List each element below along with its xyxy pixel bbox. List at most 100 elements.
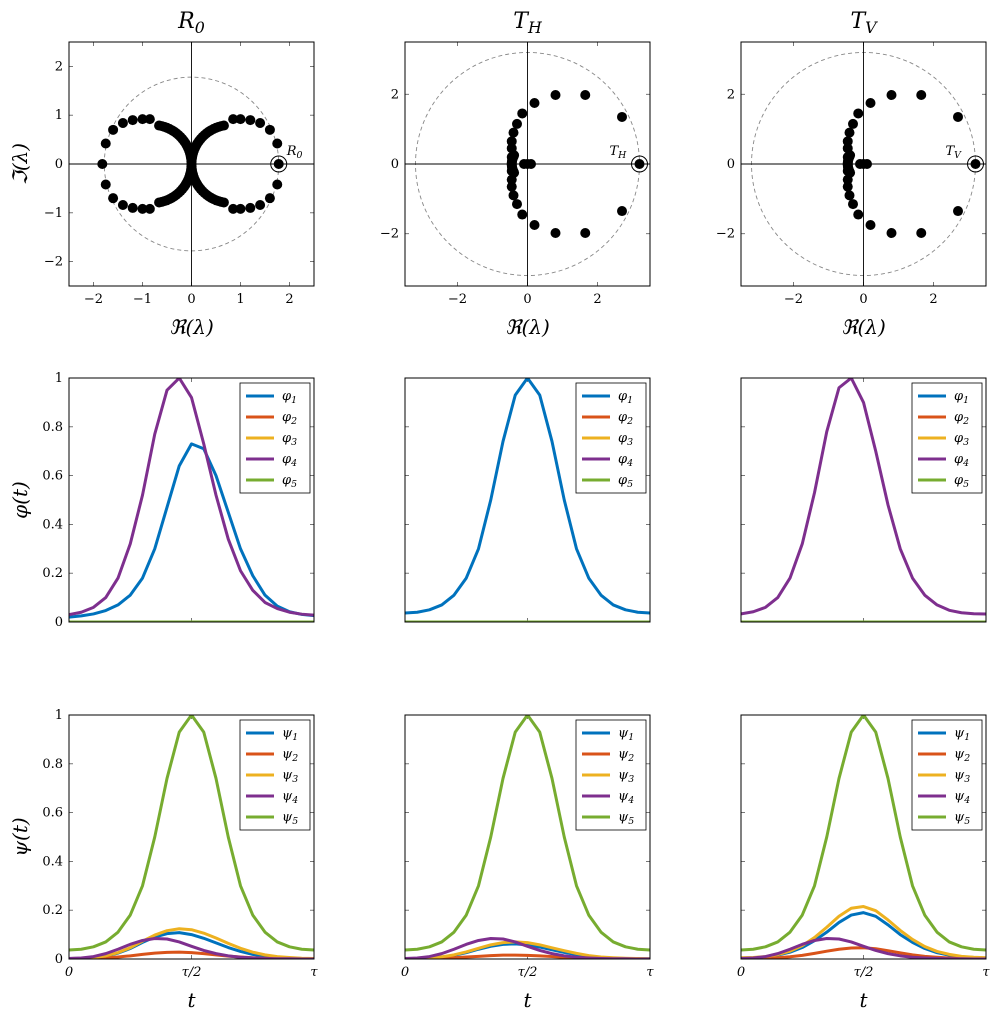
y-tick-label: 0.8 xyxy=(42,420,63,435)
legend-entry: ψ1 xyxy=(618,726,634,743)
eigenvalue-point xyxy=(144,114,155,125)
legend-entry: φ3 xyxy=(954,431,969,448)
legend-entry: φ4 xyxy=(282,452,297,469)
eigenvalue-point xyxy=(526,159,536,169)
panel-th-eigenvalues: TH TH −2 0 2 −2 0 2 ℜ(λ) xyxy=(380,9,651,339)
y-tick-label: 1 xyxy=(55,108,63,123)
eigenvalue-point xyxy=(865,220,876,230)
eigenvalue-point xyxy=(842,152,853,163)
y-tick-label: 0.2 xyxy=(42,566,63,581)
eigenvalue-point xyxy=(886,89,897,100)
x-tick-label: 2 xyxy=(285,292,293,307)
eigenvalue-point xyxy=(617,111,627,122)
tick-labels: 0 τ/2 τ 0 0.2 0.4 0.6 0.8 1 xyxy=(42,708,318,980)
series-line-3 xyxy=(69,927,314,959)
eigenvalue-point xyxy=(617,206,627,217)
axes-frame xyxy=(404,377,651,623)
panel-tv-eigenvalues: TV TV −2 0 2 −2 0 2 ℜ(λ) xyxy=(716,9,987,339)
eigenvalue-point xyxy=(517,209,528,220)
eigenvalue-point xyxy=(580,89,591,100)
plot-area xyxy=(405,378,650,622)
legend-entry: ψ1 xyxy=(282,726,298,743)
legend-entry: φ4 xyxy=(618,452,633,469)
legend-entry: ψ4 xyxy=(618,789,634,806)
x-axis-label: ℜ(λ) xyxy=(841,315,886,339)
y-tick-label: 2 xyxy=(391,87,399,102)
eigenvalue-point xyxy=(842,143,853,154)
legend-entry: ψ2 xyxy=(618,747,634,764)
y-tick-label: −2 xyxy=(44,255,63,270)
legend: ψ1 ψ2 ψ3 ψ4 ψ5 xyxy=(239,719,311,831)
legend-entry: φ1 xyxy=(954,389,969,406)
tick-labels: 0 0.2 0.4 0.6 0.8 1 xyxy=(42,371,63,630)
plot-area xyxy=(741,378,986,622)
axes-frame xyxy=(404,41,651,287)
y-tick-label: −2 xyxy=(716,227,735,242)
x-tick-label: τ xyxy=(982,965,990,980)
eigenvalue-point xyxy=(529,98,540,108)
eigenvalue-point xyxy=(848,199,858,210)
eigenvalue-point xyxy=(853,108,864,119)
marked-eigenvalue xyxy=(273,159,284,169)
legend-entry: φ1 xyxy=(618,389,633,406)
y-tick-label: 0.2 xyxy=(42,903,63,918)
y-axis-label: φ(t) xyxy=(8,481,32,519)
series-line-5 xyxy=(69,715,314,952)
legend-entry: ψ1 xyxy=(954,726,970,743)
eigenvalue-point xyxy=(228,203,239,214)
legend: ψ1 ψ2 ψ3 ψ4 ψ5 xyxy=(911,719,983,831)
legend-box xyxy=(239,382,311,494)
x-axis-label: t xyxy=(859,988,868,1012)
eigenvalue-point xyxy=(108,193,119,204)
eigenvalue-point xyxy=(916,89,927,100)
y-axis-label: ℑ(λ) xyxy=(8,143,32,185)
eigenvalue-point xyxy=(506,152,517,163)
x-tick-label: τ/2 xyxy=(518,965,538,980)
panel-title: TH xyxy=(513,9,543,37)
tick-labels: 0 τ/2 τ xyxy=(401,965,655,980)
x-axis-label: ℜ(λ) xyxy=(169,315,214,339)
y-tick-label: 2 xyxy=(55,59,63,74)
marked-eigenvalue xyxy=(634,159,645,169)
panel-th-phi: φ1 φ2 φ3 φ4 φ5 xyxy=(404,377,651,623)
eigenvalue-point xyxy=(580,228,591,239)
eigenvalue-point xyxy=(97,159,108,169)
eigenvalue-point xyxy=(218,197,229,208)
eigenvalue-point xyxy=(506,143,517,154)
legend: ψ1 ψ2 ψ3 ψ4 ψ5 xyxy=(575,719,647,831)
x-tick-label: 0 xyxy=(65,965,73,980)
axes-frame xyxy=(68,41,315,287)
eigenvalue-point xyxy=(235,203,246,214)
plot-area xyxy=(741,715,986,959)
eigenvalue-point xyxy=(844,190,855,201)
legend-entry: ψ5 xyxy=(954,810,970,827)
marked-eigenvalue-label: R0 xyxy=(286,144,303,161)
eigenvalue-point xyxy=(886,228,897,239)
eigenvalue-point xyxy=(506,136,517,147)
y-axis-label: ψ(t) xyxy=(8,817,32,856)
legend-entry: φ5 xyxy=(618,473,633,490)
eigenvalue-point xyxy=(506,165,517,176)
y-tick-label: −2 xyxy=(380,227,399,242)
marked-eigenvalue-ring xyxy=(967,155,984,173)
legend-entry: φ3 xyxy=(618,431,633,448)
x-tick-label: 0 xyxy=(401,965,409,980)
plot-area xyxy=(405,42,650,286)
y-tick-label: 1 xyxy=(55,371,63,386)
legend-entry: φ2 xyxy=(954,410,969,427)
x-tick-label: 1 xyxy=(236,292,244,307)
series-line-5 xyxy=(741,715,986,952)
eigenvalue-point xyxy=(512,199,522,210)
eigenvalue-point xyxy=(272,138,283,149)
marked-eigenvalue-ring xyxy=(631,155,648,173)
panel-r0-eigenvalues: R0 R0 −2 −1 0 1 2 −2 −1 0 1 2 ℜ(λ) ℑ(λ) xyxy=(8,9,315,339)
eigenvalue-point xyxy=(519,159,529,169)
x-tick-label: τ xyxy=(310,965,318,980)
legend-entry: φ3 xyxy=(282,431,297,448)
marked-eigenvalue-ring xyxy=(270,155,288,173)
x-tick-label: −2 xyxy=(84,292,103,307)
y-tick-label: 0.8 xyxy=(42,757,63,772)
eigenvalue-point xyxy=(842,136,853,147)
x-tick-label: 2 xyxy=(593,292,601,307)
legend-entry: φ4 xyxy=(954,452,969,469)
